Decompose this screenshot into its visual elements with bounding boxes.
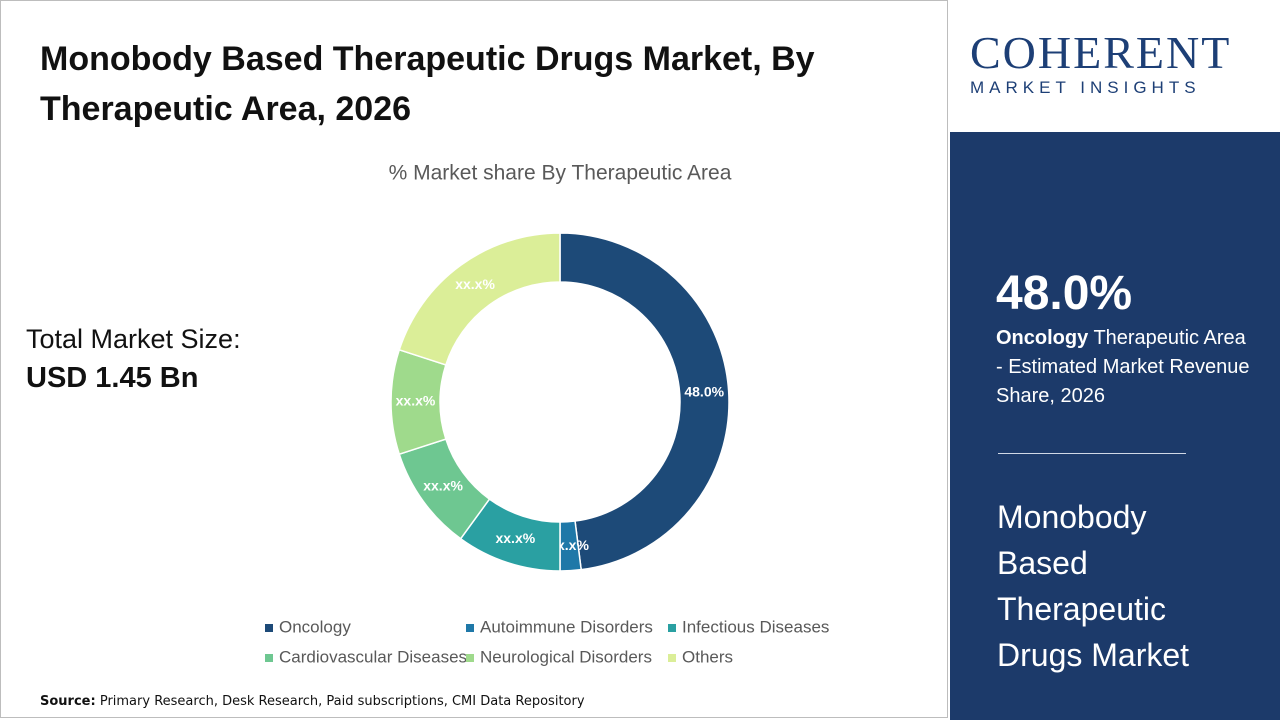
chart-title: % Market share By Therapeutic Area xyxy=(389,162,732,185)
data-label: xx.x% xyxy=(495,530,535,546)
legend-label: Cardiovascular Diseases xyxy=(279,647,467,666)
legend-swatch xyxy=(668,654,676,662)
logo-box xyxy=(950,0,1280,132)
highlight-segment: Oncology xyxy=(996,327,1089,349)
source-text: Primary Research, Desk Research, Paid su… xyxy=(99,694,585,709)
chart: % Market share By Therapeutic Area 48.0%… xyxy=(265,162,829,666)
legend-label: Autoimmune Disorders xyxy=(480,617,653,636)
page-title: Monobody Based Therapeutic Drugs Market,… xyxy=(40,40,815,128)
total-market-value: USD 1.45 Bn xyxy=(26,362,199,394)
legend-label: Infectious Diseases xyxy=(682,617,829,636)
data-label: 48.0% xyxy=(684,384,724,400)
legend-swatch xyxy=(265,654,273,662)
total-market-label: Total Market Size: xyxy=(26,324,241,354)
legend-swatch xyxy=(668,624,676,632)
source-label: Source: xyxy=(40,694,96,709)
logo-name: COHERENT xyxy=(970,27,1232,78)
highlight-description: Oncology Therapeutic Area - Estimated Ma… xyxy=(996,324,1256,411)
legend-swatch xyxy=(466,624,474,632)
market-name: Monobody Based Therapeutic Drugs Market xyxy=(997,499,1190,673)
legend-swatch xyxy=(466,654,474,662)
divider xyxy=(998,453,1186,454)
legend-swatch xyxy=(265,624,273,632)
data-label: xx.x% xyxy=(455,276,495,292)
highlight-text: Therapeutic Area - Estimated Market Reve… xyxy=(996,327,1250,407)
source: Source: Primary Research, Desk Research,… xyxy=(40,694,585,709)
highlight-value: 48.0% xyxy=(996,267,1133,320)
legend-label: Neurological Disorders xyxy=(480,647,652,666)
data-label: xx.x% xyxy=(423,478,463,494)
donut-segment xyxy=(559,232,730,571)
donut-segment xyxy=(398,232,561,366)
logo-tagline: MARKET INSIGHTS xyxy=(970,78,1201,97)
legend-label: Others xyxy=(682,647,733,666)
chart-panel xyxy=(0,0,948,718)
legend-label: Oncology xyxy=(279,617,351,636)
data-label: xx.x% xyxy=(396,393,436,409)
